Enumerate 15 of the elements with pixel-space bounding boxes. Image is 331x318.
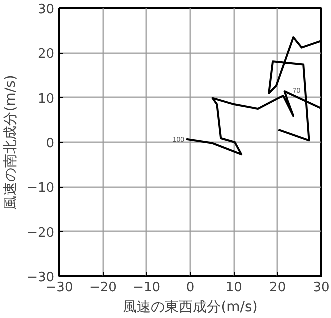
x-tick-label: −10 [133,280,161,296]
x-tick-label: 20 [270,280,286,296]
y-tick-label: 20 [38,47,55,62]
y-tick-label: 10 [38,92,55,107]
y-tick-label: 0 [46,136,55,152]
y-tick-label: −30 [27,270,55,286]
y-tick-label: −20 [27,226,55,241]
y-tick-label: −10 [27,181,55,196]
y-tick-label: 30 [38,2,55,18]
y-axis-title: 風速の南北成分(m/s) [3,75,20,210]
x-tick-label: 10 [226,280,242,296]
x-axis-title: 風速の東西成分(m/s) [123,300,258,316]
x-tick-label: 30 [313,280,330,296]
x-tick-label: 0 [186,280,195,296]
x-tick-label: −20 [89,280,117,296]
